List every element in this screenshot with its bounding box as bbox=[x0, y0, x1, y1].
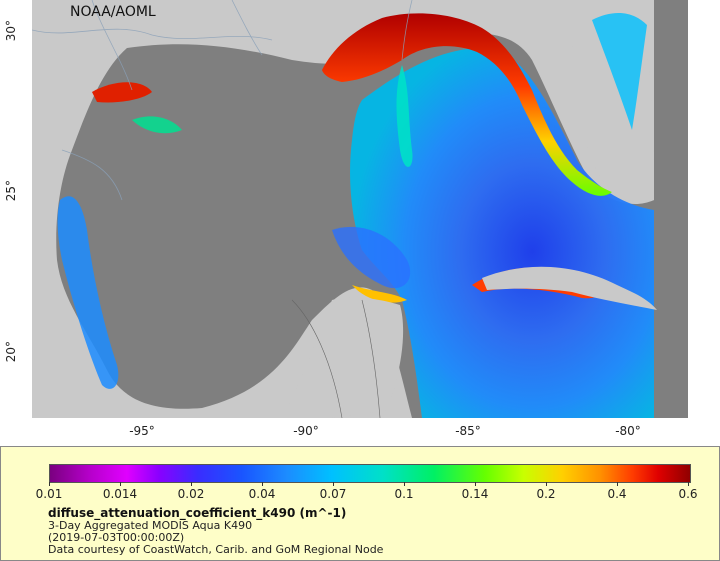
colorbar-label: 0.01 bbox=[35, 487, 63, 501]
legend-dataset: 3-Day Aggregated MODIS Aqua K490 bbox=[48, 519, 253, 532]
atlantic-data-strip bbox=[592, 13, 647, 130]
lat-tick-25: 25° bbox=[4, 180, 18, 202]
colorbar-tick bbox=[333, 482, 334, 486]
colorbar bbox=[49, 464, 691, 483]
yucatan-peninsula bbox=[282, 297, 404, 418]
colorbar-tick bbox=[120, 482, 121, 486]
colorbar-tick bbox=[475, 482, 476, 486]
colorbar-label: 0.04 bbox=[248, 487, 276, 501]
cuba-island bbox=[482, 266, 657, 310]
gulf-water-data bbox=[350, 48, 654, 418]
colorbar-label: 0.14 bbox=[461, 487, 489, 501]
colorbar-label: 0.07 bbox=[319, 487, 347, 501]
lon-tick-80: -80° bbox=[615, 424, 641, 438]
colorbar-tick bbox=[191, 482, 192, 486]
mississippi-plume bbox=[396, 65, 413, 167]
colorbar-label: 0.02 bbox=[177, 487, 205, 501]
legend-panel: 0.01 0.014 0.02 0.04 0.07 0.1 0.14 0.2 0… bbox=[0, 446, 720, 561]
lat-tick-30: 30° bbox=[4, 20, 18, 42]
country-borders bbox=[291, 299, 381, 418]
colorbar-label: 0.1 bbox=[394, 487, 414, 501]
colorbar-tick bbox=[404, 482, 405, 486]
legend-attribution: Data courtesy of CoastWatch, Carib. and … bbox=[48, 543, 384, 556]
lon-tick-85: -85° bbox=[455, 424, 481, 438]
texas-coast-high bbox=[92, 82, 152, 103]
legend-timestamp: (2019-07-03T00:00:00Z) bbox=[48, 531, 185, 544]
colorbar-label: 0.014 bbox=[102, 487, 138, 501]
colorbar-tick bbox=[49, 482, 50, 486]
gulf-of-mexico-map bbox=[32, 0, 688, 418]
colorbar-tick bbox=[688, 482, 689, 486]
lon-tick-90: -90° bbox=[293, 424, 319, 438]
no-data-atlantic bbox=[654, 0, 688, 418]
colorbar-tick bbox=[262, 482, 263, 486]
colorbar-label: 0.4 bbox=[607, 487, 627, 501]
map-frame[interactable]: NOAA/AOML bbox=[32, 0, 688, 418]
mexico-coast-data bbox=[57, 196, 119, 389]
texas-coast-mid bbox=[132, 116, 182, 134]
lat-tick-20: 20° bbox=[4, 341, 18, 363]
lon-tick-95: -95° bbox=[129, 424, 155, 438]
campeche-data bbox=[332, 226, 411, 289]
colorbar-label: 0.6 bbox=[678, 487, 698, 501]
boundaries bbox=[32, 0, 413, 201]
credit-label: NOAA/AOML bbox=[70, 4, 156, 20]
colorbar-tick bbox=[546, 482, 547, 486]
northern-coast-high bbox=[322, 13, 612, 196]
colorbar-tick bbox=[617, 482, 618, 486]
colorbar-label: 0.2 bbox=[536, 487, 556, 501]
legend-variable-name: diffuse_attenuation_coefficient_k490 (m^… bbox=[48, 506, 347, 520]
yucatan-high bbox=[352, 285, 407, 303]
